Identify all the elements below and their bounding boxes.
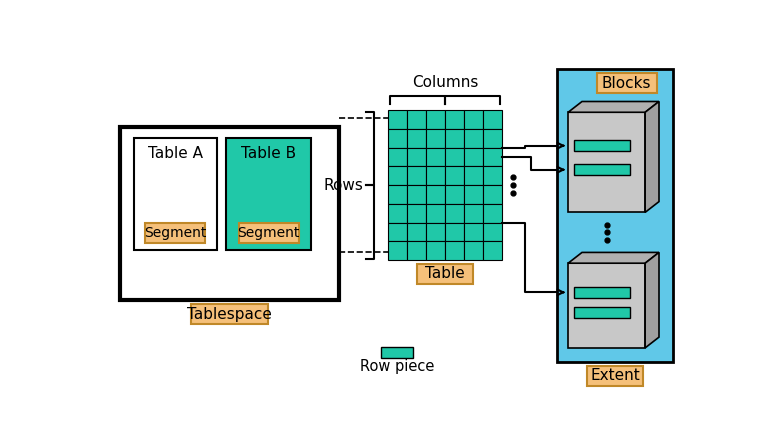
Bar: [575, 307, 630, 318]
Bar: [426, 166, 445, 185]
Bar: [575, 287, 630, 298]
Bar: [464, 129, 483, 147]
Bar: [388, 223, 407, 241]
Bar: [464, 241, 483, 260]
Bar: [407, 223, 426, 241]
Text: Table B: Table B: [241, 146, 296, 161]
Bar: [145, 223, 205, 243]
Bar: [407, 166, 426, 185]
Text: Segment: Segment: [144, 226, 207, 240]
Text: Tablespace: Tablespace: [187, 306, 272, 322]
Bar: [407, 110, 426, 129]
Bar: [575, 164, 630, 175]
Bar: [381, 347, 413, 358]
Bar: [445, 185, 464, 204]
Bar: [388, 110, 407, 129]
Bar: [587, 366, 643, 386]
Bar: [407, 147, 426, 166]
Bar: [407, 129, 426, 147]
Text: Table: Table: [425, 267, 465, 281]
Bar: [388, 147, 407, 166]
Bar: [464, 110, 483, 129]
Bar: [445, 147, 464, 166]
Bar: [483, 166, 502, 185]
Bar: [445, 223, 464, 241]
Bar: [597, 73, 657, 93]
Bar: [557, 69, 673, 362]
Polygon shape: [568, 102, 659, 112]
Bar: [192, 304, 268, 324]
Text: Rows: Rows: [324, 177, 363, 193]
Bar: [407, 185, 426, 204]
Bar: [388, 241, 407, 260]
Bar: [464, 223, 483, 241]
Bar: [445, 166, 464, 185]
Bar: [239, 223, 299, 243]
Bar: [388, 185, 407, 204]
Polygon shape: [645, 102, 659, 212]
Polygon shape: [568, 252, 659, 263]
Bar: [388, 166, 407, 185]
Bar: [483, 147, 502, 166]
Bar: [445, 110, 464, 129]
Text: Table A: Table A: [148, 146, 203, 161]
Bar: [464, 204, 483, 223]
Text: Blocks: Blocks: [602, 76, 651, 90]
Bar: [388, 129, 407, 147]
Bar: [568, 263, 645, 348]
Bar: [426, 129, 445, 147]
Bar: [445, 241, 464, 260]
Bar: [226, 138, 311, 250]
Text: Columns: Columns: [412, 75, 478, 90]
Bar: [483, 129, 502, 147]
Bar: [417, 264, 473, 284]
Bar: [464, 147, 483, 166]
Bar: [426, 147, 445, 166]
Bar: [426, 223, 445, 241]
Bar: [426, 204, 445, 223]
Bar: [483, 241, 502, 260]
Polygon shape: [645, 252, 659, 348]
Text: Extent: Extent: [591, 368, 640, 383]
Bar: [134, 138, 217, 250]
Text: Segment: Segment: [237, 226, 299, 240]
Bar: [445, 129, 464, 147]
Bar: [388, 204, 407, 223]
Bar: [483, 204, 502, 223]
Bar: [407, 204, 426, 223]
Bar: [575, 140, 630, 151]
Text: Row piece: Row piece: [360, 359, 435, 374]
Bar: [445, 204, 464, 223]
Bar: [464, 166, 483, 185]
Bar: [464, 185, 483, 204]
Bar: [407, 241, 426, 260]
Bar: [426, 110, 445, 129]
Bar: [483, 223, 502, 241]
Bar: [426, 185, 445, 204]
Bar: [483, 110, 502, 129]
Bar: [568, 112, 645, 212]
Bar: [426, 241, 445, 260]
Bar: [483, 185, 502, 204]
Bar: [120, 127, 340, 300]
